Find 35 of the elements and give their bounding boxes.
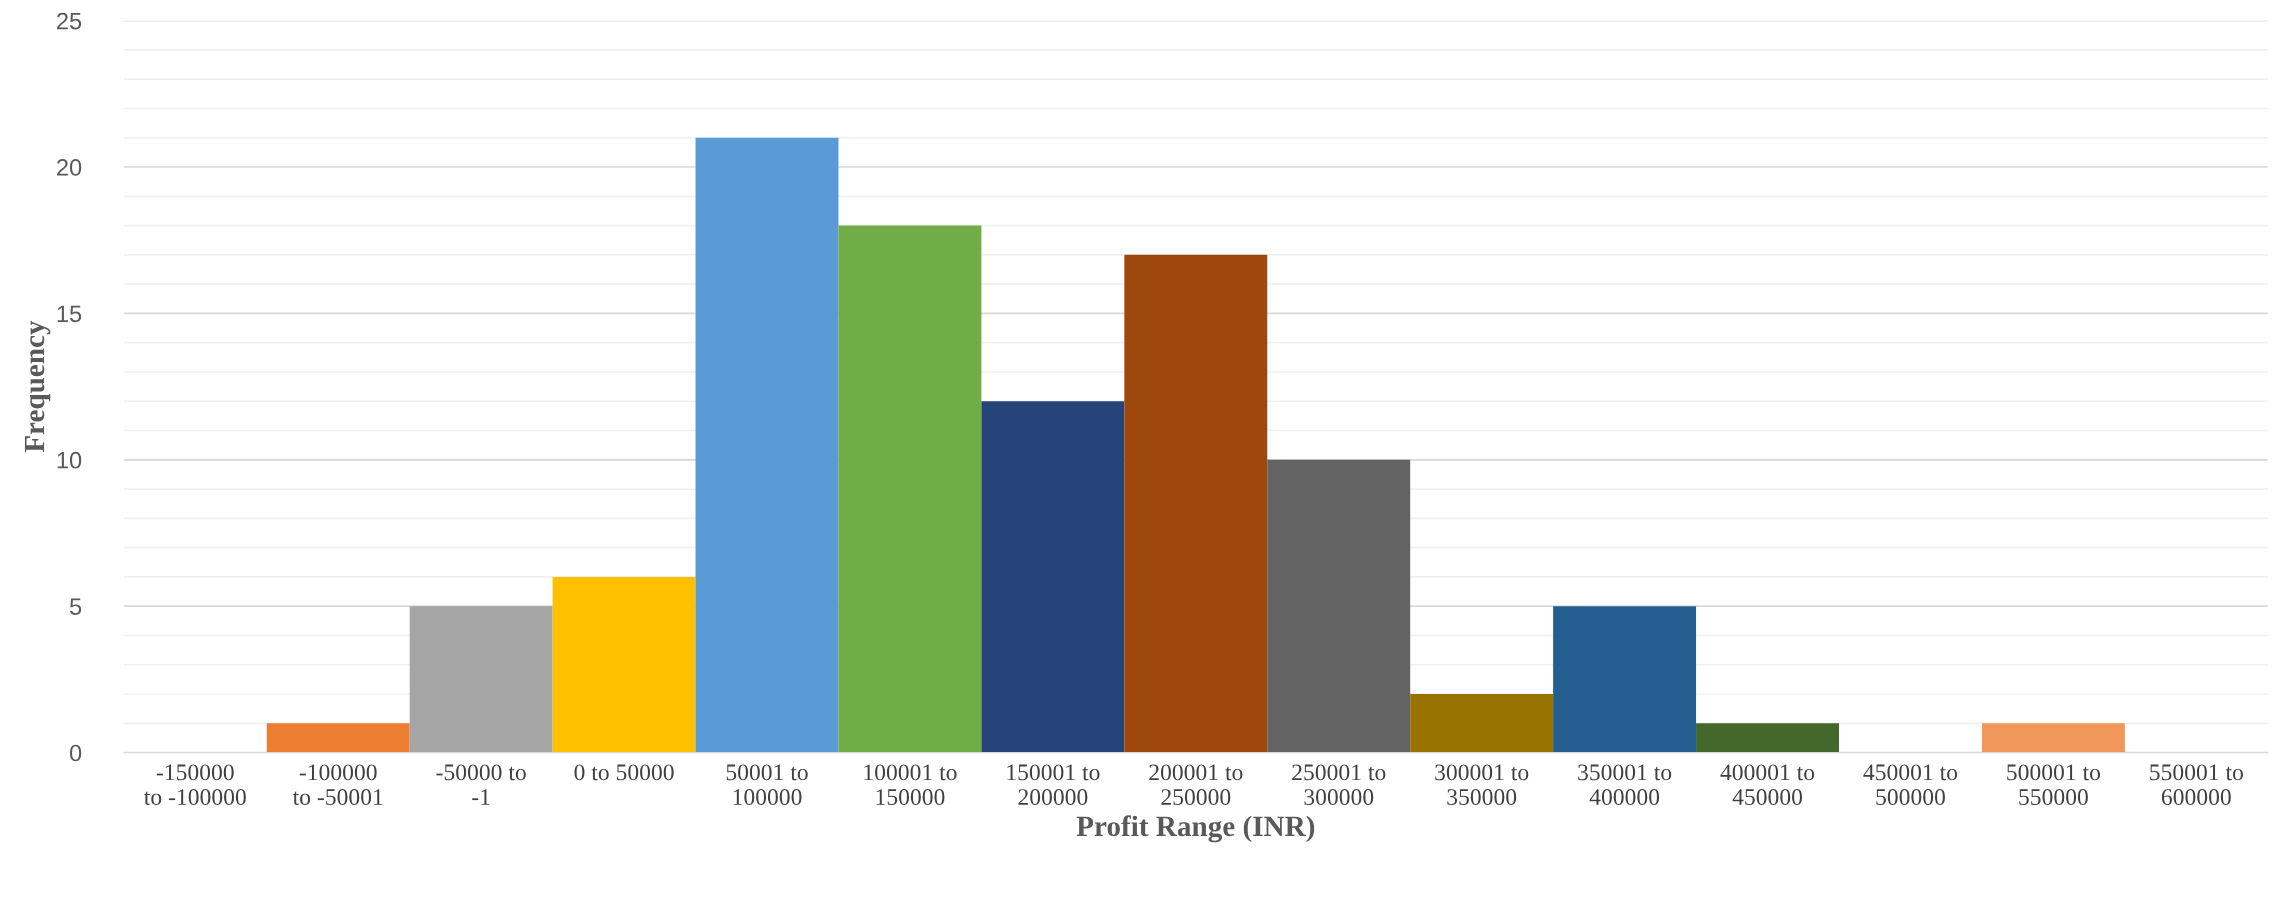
- x-tick-label: -50000 to -1: [436, 764, 526, 805]
- x-tick-label: 450001 to 500000: [1863, 764, 1958, 805]
- x-tick-label: 400001 to 450000: [1720, 764, 1815, 805]
- x-tick-label: 250001 to 300000: [1292, 764, 1386, 805]
- y-axis-title: Frequency: [24, 320, 51, 453]
- bar: [1981, 723, 2125, 753]
- bar: [981, 401, 1125, 753]
- x-axis-title: Profit Range (INR): [1076, 815, 1315, 843]
- x-tick-label: 500001 to 550000: [2007, 764, 2101, 805]
- y-tick-label: 20: [57, 159, 82, 176]
- bar: [1696, 723, 1839, 753]
- y-tick-label: 10: [57, 451, 82, 469]
- x-tick-label: 350001 to 400000: [1578, 764, 1672, 805]
- bar: [409, 606, 553, 753]
- x-tick-label: 50001 to 100000: [726, 764, 808, 805]
- y-tick-label: 25: [57, 12, 82, 30]
- x-tick-label: 200001 to 250000: [1149, 764, 1243, 805]
- bar: [1410, 694, 1554, 753]
- y-tick-label: 0: [69, 744, 82, 762]
- bar: [838, 225, 982, 753]
- x-tick-label: 100001 to 150000: [864, 764, 957, 805]
- bar: [1124, 254, 1268, 753]
- x-tick-label: 550001 to 600000: [2150, 764, 2243, 805]
- x-tick-label: 300001 to 350000: [1435, 764, 1529, 805]
- x-tick-label: -100000 to -50001: [292, 764, 383, 805]
- x-tick-label: -150000 to -100000: [144, 764, 246, 805]
- y-tick-label: 5: [69, 598, 82, 615]
- bar: [1553, 606, 1697, 753]
- bar: [552, 576, 696, 753]
- bar: [1267, 459, 1411, 753]
- bar: [266, 723, 410, 753]
- y-tick-label: 15: [57, 305, 82, 323]
- x-tick-label: 150001 to 200000: [1007, 764, 1100, 805]
- bar: [695, 137, 839, 753]
- x-tick-label: 0 to 50000: [574, 764, 674, 781]
